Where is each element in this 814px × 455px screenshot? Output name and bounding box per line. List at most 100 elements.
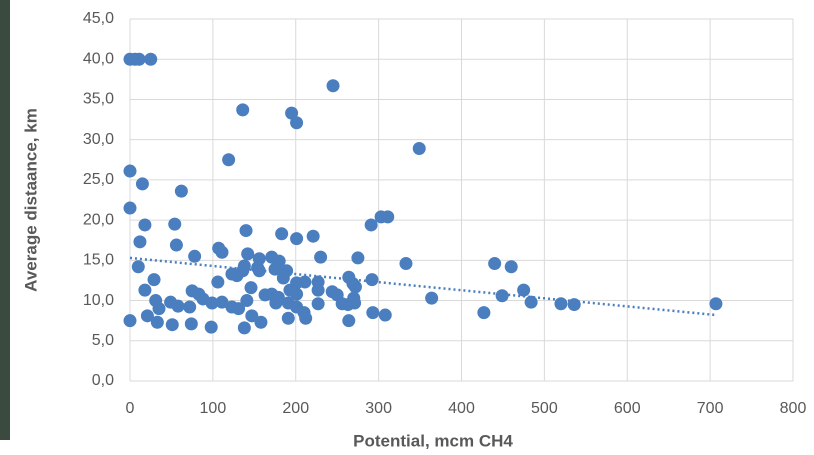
point bbox=[245, 309, 259, 323]
x-tick-label: 0 bbox=[126, 400, 135, 417]
point bbox=[554, 297, 568, 311]
background-strip bbox=[0, 0, 10, 440]
point bbox=[132, 52, 146, 66]
point bbox=[215, 295, 229, 309]
point bbox=[412, 142, 426, 156]
point bbox=[204, 320, 218, 334]
point bbox=[240, 294, 254, 308]
point bbox=[298, 275, 312, 289]
point bbox=[140, 309, 154, 323]
point bbox=[495, 289, 509, 303]
point bbox=[341, 298, 355, 312]
point bbox=[290, 287, 304, 301]
point bbox=[381, 210, 395, 224]
point bbox=[171, 299, 185, 313]
point bbox=[174, 184, 188, 198]
point bbox=[258, 288, 272, 302]
point bbox=[709, 297, 723, 311]
x-tick-label: 700 bbox=[697, 400, 724, 417]
point bbox=[477, 306, 491, 320]
point bbox=[364, 218, 378, 232]
point bbox=[275, 227, 289, 241]
point bbox=[276, 271, 290, 285]
point bbox=[241, 247, 255, 261]
point bbox=[254, 315, 268, 329]
point bbox=[252, 264, 266, 278]
point bbox=[133, 235, 147, 249]
point bbox=[314, 250, 328, 264]
y-axis-title: Average distaance, km bbox=[21, 108, 40, 292]
x-tick-label: 500 bbox=[531, 400, 558, 417]
point bbox=[165, 318, 179, 332]
point bbox=[290, 116, 304, 130]
point bbox=[567, 298, 581, 312]
y-tick-label: 10,0 bbox=[83, 292, 114, 309]
x-tick-label: 200 bbox=[282, 400, 309, 417]
x-tick-label: 100 bbox=[200, 400, 227, 417]
trendline bbox=[129, 256, 717, 317]
y-tick-label: 45,0 bbox=[83, 10, 114, 27]
point bbox=[236, 103, 250, 117]
y-tick-label: 35,0 bbox=[83, 91, 114, 108]
point bbox=[183, 300, 197, 314]
point bbox=[188, 249, 202, 263]
point bbox=[351, 251, 365, 265]
y-tick-label: 30,0 bbox=[83, 131, 114, 148]
point bbox=[215, 245, 229, 259]
point bbox=[299, 311, 313, 325]
point bbox=[348, 280, 362, 294]
point bbox=[311, 297, 325, 311]
point bbox=[517, 283, 531, 297]
point bbox=[184, 317, 198, 331]
point bbox=[232, 302, 246, 316]
point bbox=[211, 275, 225, 289]
y-tick-label: 5,0 bbox=[92, 332, 114, 349]
y-tick-label: 25,0 bbox=[83, 171, 114, 188]
point bbox=[285, 106, 299, 120]
point bbox=[222, 153, 236, 167]
point bbox=[205, 296, 219, 310]
x-tick-label: 300 bbox=[365, 400, 392, 417]
point bbox=[168, 217, 182, 231]
point bbox=[378, 308, 392, 322]
point bbox=[152, 302, 166, 316]
point bbox=[123, 314, 137, 328]
point bbox=[135, 177, 149, 191]
point bbox=[268, 262, 282, 276]
x-tick-label: 600 bbox=[614, 400, 641, 417]
point bbox=[244, 281, 258, 295]
point bbox=[237, 321, 251, 335]
point bbox=[326, 79, 340, 93]
point bbox=[123, 201, 137, 215]
point bbox=[365, 273, 379, 287]
point bbox=[425, 291, 439, 305]
point bbox=[281, 311, 295, 325]
y-tick-label: 20,0 bbox=[83, 211, 114, 228]
point bbox=[366, 306, 380, 320]
point bbox=[144, 52, 158, 66]
point bbox=[488, 257, 502, 271]
point bbox=[169, 238, 183, 252]
y-tick-label: 0,0 bbox=[92, 372, 114, 389]
point bbox=[236, 264, 250, 278]
point bbox=[290, 232, 304, 246]
point bbox=[269, 296, 283, 310]
point bbox=[342, 314, 356, 328]
x-tick-label: 400 bbox=[448, 400, 475, 417]
x-tick-label: 800 bbox=[780, 400, 807, 417]
y-tick-label: 15,0 bbox=[83, 252, 114, 269]
point bbox=[524, 295, 538, 309]
point bbox=[306, 229, 320, 243]
point bbox=[123, 164, 137, 178]
x-axis-title: Potential, mcm CH4 bbox=[353, 431, 513, 450]
point bbox=[138, 218, 152, 232]
point bbox=[239, 224, 253, 238]
y-tick-label: 40,0 bbox=[83, 50, 114, 67]
point bbox=[131, 260, 145, 274]
point bbox=[138, 283, 152, 297]
point bbox=[150, 315, 164, 329]
point bbox=[311, 283, 325, 297]
point bbox=[147, 273, 161, 287]
point bbox=[399, 257, 413, 271]
